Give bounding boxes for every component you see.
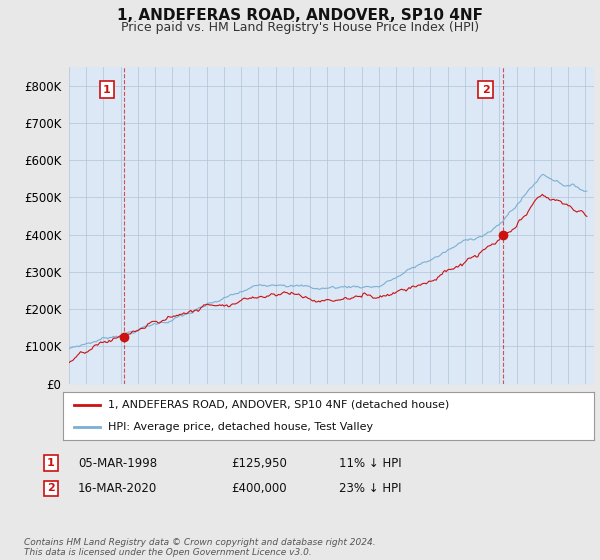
Text: 2: 2 <box>47 483 55 493</box>
Text: HPI: Average price, detached house, Test Valley: HPI: Average price, detached house, Test… <box>108 422 373 432</box>
Text: £400,000: £400,000 <box>231 482 287 495</box>
Text: 11% ↓ HPI: 11% ↓ HPI <box>339 456 401 470</box>
Text: Price paid vs. HM Land Registry's House Price Index (HPI): Price paid vs. HM Land Registry's House … <box>121 21 479 34</box>
Text: 1: 1 <box>47 458 55 468</box>
Text: 1, ANDEFERAS ROAD, ANDOVER, SP10 4NF (detached house): 1, ANDEFERAS ROAD, ANDOVER, SP10 4NF (de… <box>108 400 449 410</box>
Text: 23% ↓ HPI: 23% ↓ HPI <box>339 482 401 495</box>
Text: 16-MAR-2020: 16-MAR-2020 <box>78 482 157 495</box>
Text: Contains HM Land Registry data © Crown copyright and database right 2024.
This d: Contains HM Land Registry data © Crown c… <box>24 538 376 557</box>
Text: £125,950: £125,950 <box>231 456 287 470</box>
Text: 2: 2 <box>482 85 490 95</box>
Text: 1: 1 <box>103 85 111 95</box>
Text: 1, ANDEFERAS ROAD, ANDOVER, SP10 4NF: 1, ANDEFERAS ROAD, ANDOVER, SP10 4NF <box>117 8 483 24</box>
Text: 05-MAR-1998: 05-MAR-1998 <box>78 456 157 470</box>
